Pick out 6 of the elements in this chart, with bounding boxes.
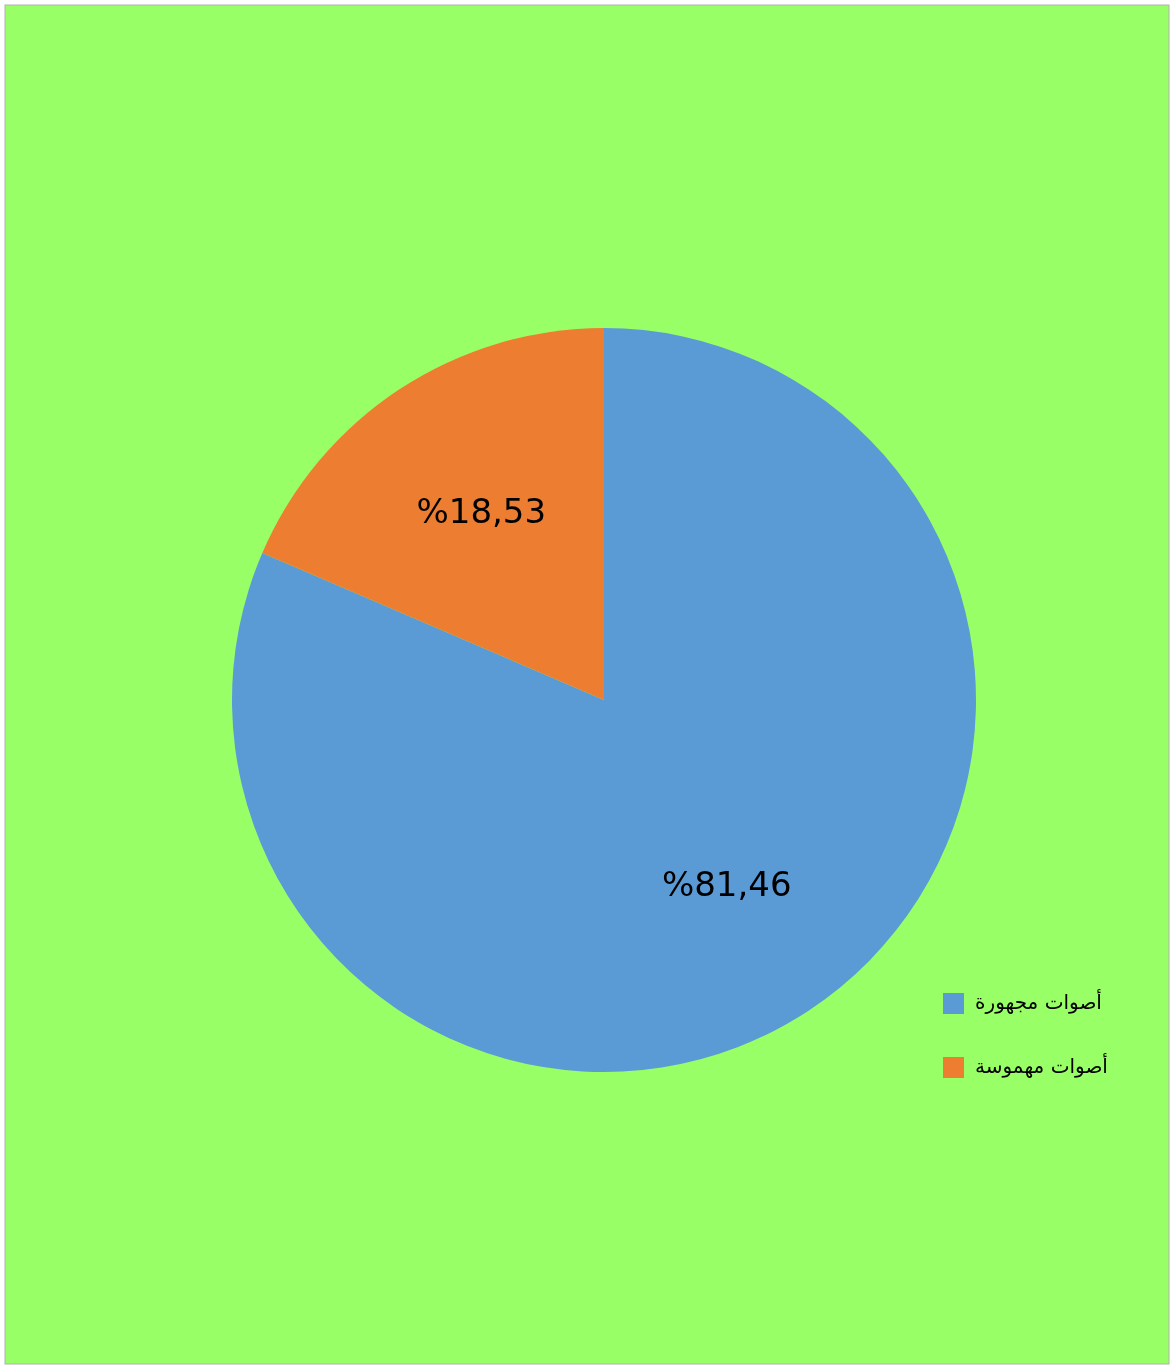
legend-label: أصوات مجهورة	[975, 989, 1102, 1014]
legend-label: أصوات مهموسة	[975, 1053, 1108, 1078]
data-label: %81,46	[661, 863, 792, 904]
pie-slice	[232, 328, 976, 1072]
data-label: %18,53	[416, 491, 547, 532]
pie-slice	[262, 328, 604, 700]
